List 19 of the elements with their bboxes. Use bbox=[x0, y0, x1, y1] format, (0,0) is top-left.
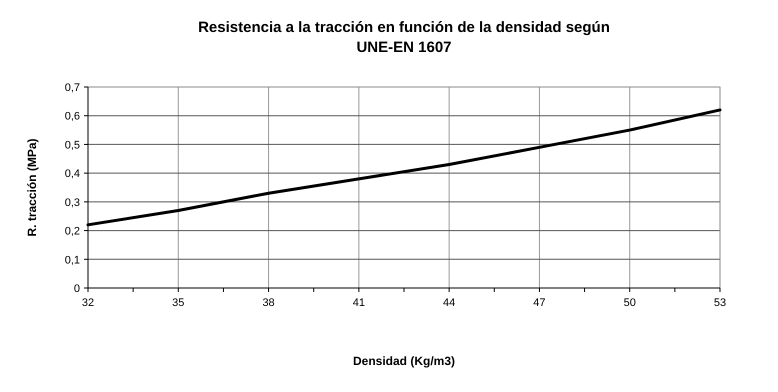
x-tick-label: 35 bbox=[172, 297, 184, 309]
y-tick-label: 0,2 bbox=[64, 226, 80, 238]
y-axis-title: R. tracción (MPa) bbox=[25, 138, 39, 237]
chart-title: Resistencia a la tracción en función de la densidad según UNE-EN 1607 bbox=[198, 19, 610, 56]
x-axis-title: Densidad (Kg/m3) bbox=[352, 354, 456, 368]
x-tick-label: 32 bbox=[82, 297, 94, 309]
y-tick-label: 0,3 bbox=[64, 196, 80, 209]
x-tick-label: 53 bbox=[714, 297, 726, 309]
y-tick-label: 0,4 bbox=[64, 168, 80, 180]
x-tick-label: 44 bbox=[443, 297, 456, 309]
y-tick-label: 0,7 bbox=[64, 82, 80, 94]
x-tick-label: 41 bbox=[352, 297, 365, 309]
y-tick-label: 0,6 bbox=[64, 110, 80, 123]
x-tick-label: 50 bbox=[624, 297, 636, 309]
y-tick-label: 0,1 bbox=[64, 254, 80, 266]
x-tick-label: 38 bbox=[262, 297, 275, 309]
y-tick-label: 0,5 bbox=[64, 139, 80, 152]
x-tick-label: 47 bbox=[533, 297, 546, 309]
y-tick-label: 0 bbox=[74, 283, 80, 295]
